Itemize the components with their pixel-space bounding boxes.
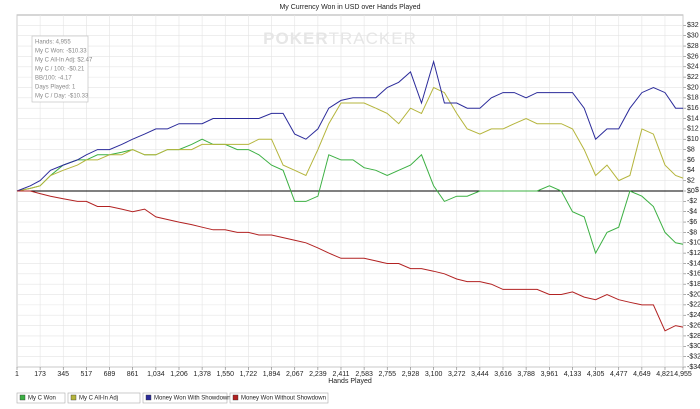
y-tick-label: $20	[687, 84, 699, 91]
y-tick-label: $2	[687, 177, 695, 184]
y-tick-label: -$16	[687, 271, 700, 278]
y-tick-label: $8	[687, 146, 695, 153]
x-tick-label: 861	[127, 371, 139, 378]
y-tick-label: -$20	[687, 291, 700, 298]
y-tick-label: -$22	[687, 302, 700, 309]
legend-label: My C Won	[28, 396, 56, 402]
series-line	[16, 138, 684, 255]
legend-label: Money Won With Showdown	[154, 396, 231, 402]
x-tick-label: 1,894	[263, 371, 281, 378]
y-axis-label: $	[695, 187, 699, 194]
x-tick-label: 2,928	[402, 371, 420, 378]
x-tick-label: 4,133	[564, 371, 582, 378]
y-tick-label: $12	[687, 126, 699, 133]
x-tick-label: 2,067	[286, 371, 304, 378]
legend-swatch	[145, 394, 152, 401]
y-tick-label: $32	[687, 22, 699, 29]
y-tick-label: -$6	[687, 219, 697, 226]
y-tick-label: -$8	[687, 229, 697, 236]
x-tick-label: 4,477	[610, 371, 628, 378]
x-tick-label: 1,550	[216, 371, 234, 378]
y-tick-label: $0	[687, 188, 695, 195]
info-line: Hands: 4,955	[35, 40, 71, 46]
y-tick-label: $16	[687, 105, 699, 112]
y-tick-label: -$30	[687, 343, 700, 350]
x-tick-label: 3,616	[494, 371, 512, 378]
legend-swatch	[19, 394, 26, 401]
y-tick-label: $6	[687, 157, 695, 164]
x-tick-label: 3,272	[448, 371, 466, 378]
x-tick-label: 345	[57, 371, 69, 378]
x-tick-label: 2,583	[355, 371, 373, 378]
y-tick-label: -$24	[687, 312, 700, 319]
x-tick-label: 2,411	[332, 371, 349, 378]
watermark-part: TRACKER	[329, 29, 417, 48]
legend-swatch	[232, 394, 239, 401]
x-tick-label: 4,821	[656, 371, 674, 378]
x-tick-label: 3,100	[425, 371, 443, 378]
legend-label: Money Won Without Showdown	[241, 396, 326, 402]
x-tick-label: 4,305	[587, 371, 605, 378]
watermark: POKERTRACKER	[263, 29, 417, 48]
y-tick-label: $18	[687, 95, 699, 102]
x-tick-label: 4,955	[674, 371, 692, 378]
x-tick-label: 4,649	[633, 371, 651, 378]
x-tick-label: 173	[34, 371, 46, 378]
y-tick-label: -$12	[687, 250, 700, 257]
series-line	[16, 86, 684, 192]
x-tick-label: 2,755	[378, 371, 396, 378]
x-tick-label: 1,378	[193, 371, 211, 378]
y-tick-label: $14	[687, 115, 699, 122]
x-tick-label: 1,206	[170, 371, 188, 378]
info-line: My C / Day: -$10.33	[35, 94, 89, 100]
x-tick-label: 3,961	[541, 371, 559, 378]
y-tick-label: -$2	[687, 198, 697, 205]
series-line	[16, 59, 683, 192]
y-tick-label: $30	[687, 33, 699, 40]
y-tick-label: $22	[687, 74, 699, 81]
info-line: BB/100: -4.17	[35, 76, 72, 82]
legend-box	[16, 392, 66, 404]
info-line: Days Played: 1	[35, 85, 76, 91]
y-tick-label: -$10	[687, 240, 700, 247]
y-tick-label: $24	[687, 64, 699, 71]
y-tick-label: -$14	[687, 260, 700, 267]
y-tick-label: -$4	[687, 209, 697, 216]
y-tick-label: -$26	[687, 322, 700, 329]
y-tick-label: -$18	[687, 281, 700, 288]
x-tick-label: 2,239	[309, 371, 327, 378]
x-tick-label: 689	[104, 371, 116, 378]
x-axis-label: Hands Played	[328, 378, 372, 385]
chart-title: My Currency Won in USD over Hands Played	[279, 4, 420, 11]
series-line	[17, 190, 684, 332]
info-line: My C / 100: -$0.21	[35, 67, 85, 73]
x-tick-label: 1,034	[147, 371, 165, 378]
y-tick-label: -$28	[687, 333, 700, 340]
x-tick-label: 1	[15, 371, 19, 378]
x-tick-label: 517	[81, 371, 93, 378]
y-tick-label: $10	[687, 136, 699, 143]
x-tick-label: 3,444	[471, 371, 489, 378]
legend-label: My C All-In Adj	[79, 396, 118, 402]
y-tick-label: $4	[687, 167, 695, 174]
legend-swatch	[70, 394, 77, 401]
x-tick-label: 1,722	[240, 371, 258, 378]
legend-box	[67, 392, 141, 404]
y-tick-label: $28	[687, 43, 699, 50]
y-tick-label: $26	[687, 53, 699, 60]
legend-box	[142, 392, 228, 404]
x-tick-label: 3,788	[517, 371, 535, 378]
watermark-part: POKER	[263, 29, 328, 48]
y-tick-label: -$34	[687, 364, 700, 371]
legend-box	[229, 392, 329, 404]
info-line: My C Won: -$10.33	[35, 49, 87, 55]
info-box	[31, 35, 89, 103]
y-tick-label: -$32	[687, 353, 700, 360]
info-line: My C All-In Adj: $2.47	[35, 58, 93, 64]
